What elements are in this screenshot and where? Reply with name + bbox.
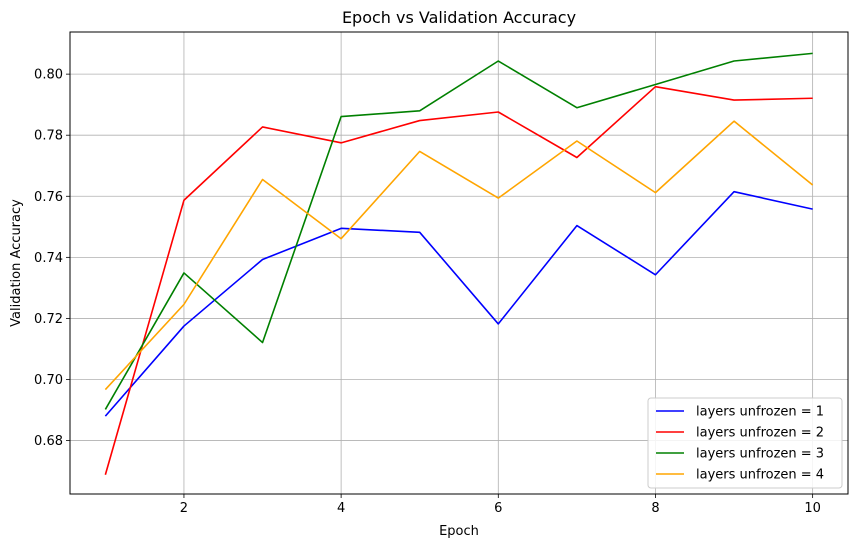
series-line-4 (104, 120, 814, 391)
y-tick-label: 0.70 (34, 373, 63, 388)
y-tick-label: 0.74 (34, 251, 63, 266)
x-tick-label: 2 (180, 501, 188, 516)
x-tick-label: 10 (804, 501, 821, 516)
x-tick-label: 4 (337, 501, 345, 516)
chart-title: Epoch vs Validation Accuracy (342, 8, 576, 27)
y-tick-label: 0.78 (34, 129, 63, 144)
legend-label: layers unfrozen = 1 (696, 405, 824, 420)
series-line-3 (104, 52, 813, 410)
y-tick-label: 0.80 (34, 68, 63, 83)
legend-label: layers unfrozen = 4 (696, 468, 824, 483)
legend: layers unfrozen = 1 layers unfrozen = 2 la… (647, 397, 843, 489)
y-tick-label: 0.76 (34, 190, 63, 205)
x-tick-label: 8 (651, 501, 659, 516)
y-axis-title: Validation Accuracy (9, 199, 24, 327)
y-tick-label: 0.68 (34, 434, 63, 449)
series-line-1 (104, 190, 813, 417)
plot-frame (69, 31, 849, 495)
series-line-2 (104, 85, 813, 475)
x-axis-title: Epoch (439, 524, 479, 539)
legend-box (647, 397, 843, 489)
series-lines (104, 52, 814, 475)
y-tick-label: 0.72 (34, 312, 63, 327)
x-axis: 2 4 6 8 10 (180, 494, 821, 516)
legend-label: layers unfrozen = 3 (696, 447, 824, 462)
y-axis: 0.68 0.70 0.72 0.74 0.76 0.78 0.80 (34, 68, 70, 449)
legend-label: layers unfrozen = 2 (696, 426, 824, 441)
x-tick-label: 6 (494, 501, 502, 516)
